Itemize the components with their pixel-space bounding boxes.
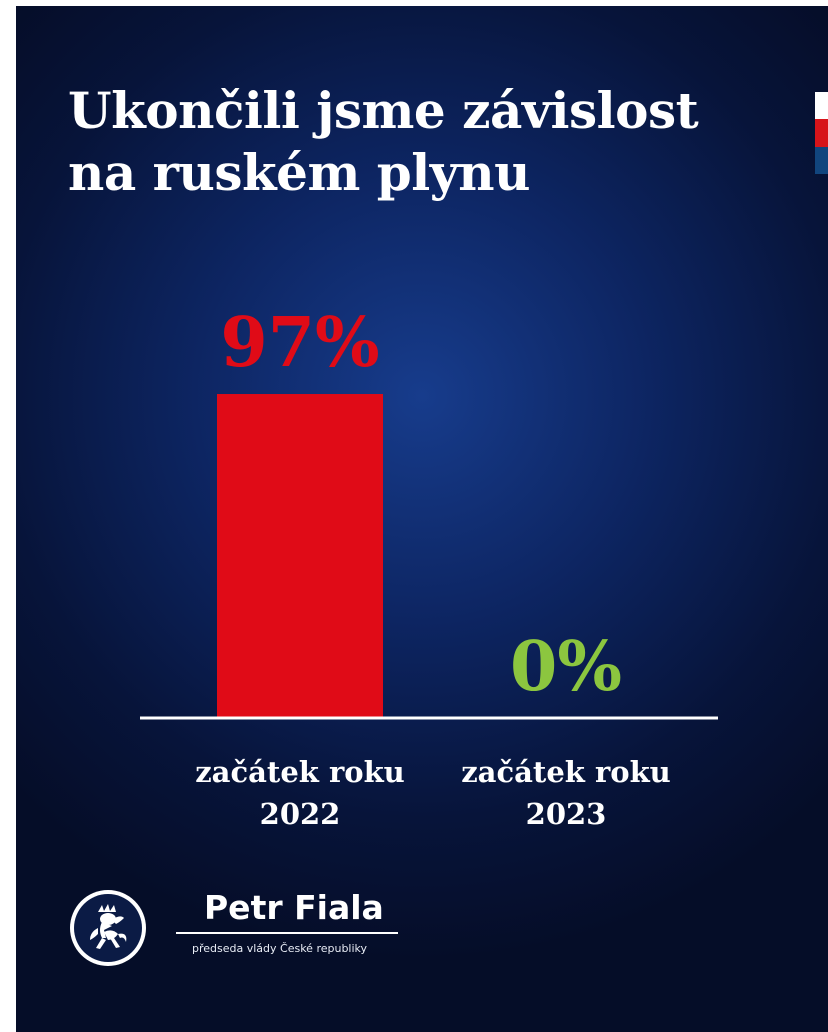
infographic-card xyxy=(16,6,828,1032)
title-line-2: na ruském plynu xyxy=(68,143,530,202)
author-role: předseda vlády České republiky xyxy=(192,942,368,955)
footer-divider xyxy=(176,932,398,934)
category-label-2023-line-2: 2023 xyxy=(526,797,607,831)
author-name: Petr Fiala xyxy=(204,888,384,927)
category-label-2022-line-2: 2022 xyxy=(260,797,341,831)
page-title: Ukončili jsme závislost na ruském plynu xyxy=(68,80,788,204)
category-label-2022-line-1: začátek roku xyxy=(195,755,405,789)
value-label-2022: 97% xyxy=(220,303,379,383)
bar-2022 xyxy=(217,394,383,718)
title-line-1: Ukončili jsme závislost xyxy=(68,81,699,140)
czech-flag-icon xyxy=(815,92,828,174)
value-label-2023: 0% xyxy=(510,627,622,707)
czech-lion-emblem-icon xyxy=(70,890,146,966)
category-label-2023-line-1: začátek roku xyxy=(461,755,671,789)
